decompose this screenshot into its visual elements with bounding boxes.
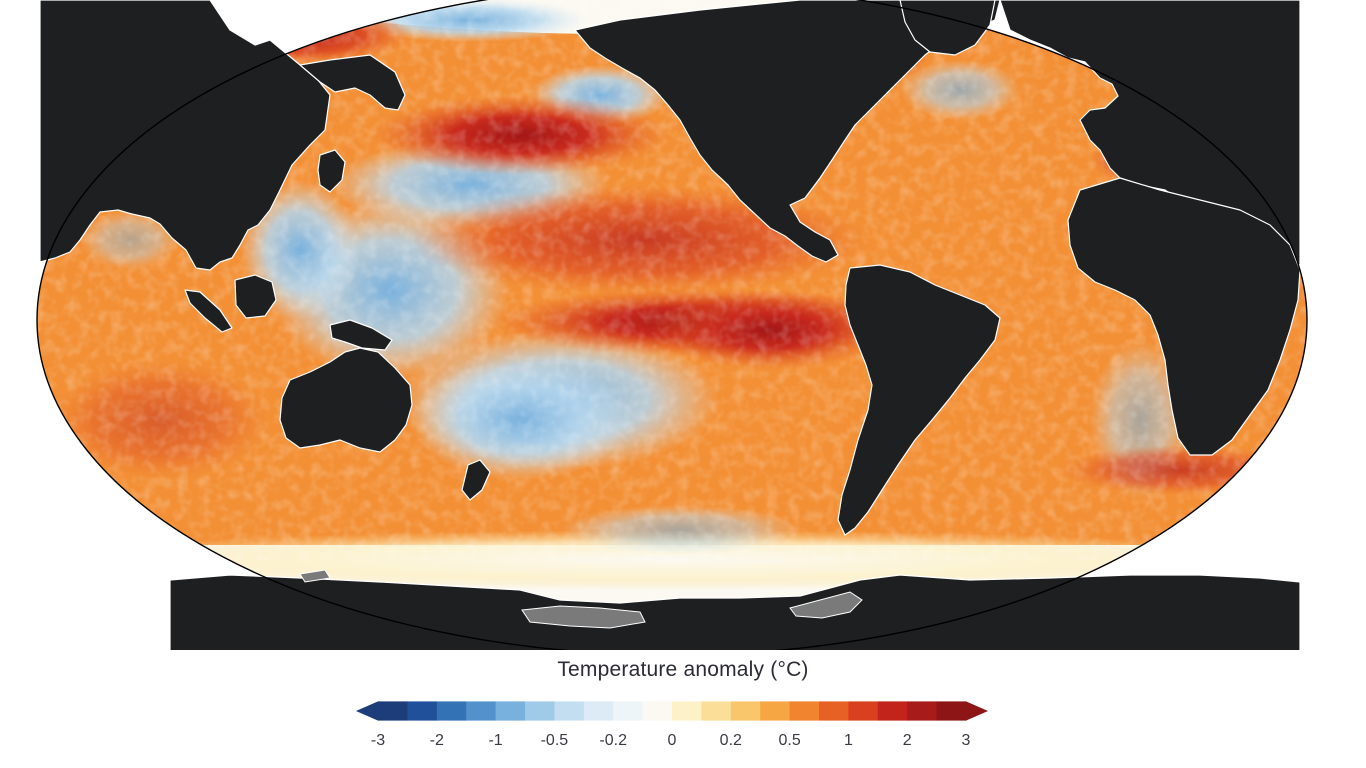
colorbar-tick-label: -1 (488, 732, 503, 749)
colorbar-tick-label: 3 (961, 732, 971, 749)
colorbar-ticks: -3 -2 -1 -0.5 -0.2 0 0.2 0.5 1 2 3 (0, 732, 1366, 756)
colorbar-extend-high (966, 701, 988, 721)
colorbar-swatch (936, 701, 967, 721)
colorbar-swatch (642, 701, 673, 721)
colorbar-tick-label: 1 (843, 732, 853, 749)
africa (1067, 177, 1301, 456)
colorbar-swatch (554, 701, 585, 721)
colorbar-swatch (848, 701, 879, 721)
colorbar-swatch (877, 701, 908, 721)
colorbar-swatch (525, 701, 555, 721)
colorbar-swatch (907, 701, 938, 721)
colorbar-swatch (701, 701, 732, 721)
shelf-small (299, 569, 331, 583)
borneo (234, 274, 277, 319)
colorbar-swatch (789, 701, 820, 721)
colorbar-tick-label: -3 (370, 732, 386, 749)
greenland (899, 0, 996, 56)
legend-title: Temperature anomaly (°C) (557, 658, 809, 681)
colorbar-swatch (407, 701, 438, 721)
colorbar-extend-low (356, 701, 378, 721)
australia (279, 347, 413, 453)
colorbar-swatch (495, 701, 526, 721)
land-masses (39, 0, 1301, 650)
colorbar-tick-label: 0.2 (719, 732, 742, 749)
colorbar-swatch (760, 701, 791, 721)
colorbar-swatch (436, 701, 467, 721)
colorbar-swatch (583, 701, 614, 721)
colorbar-tick-label: 0 (667, 732, 677, 749)
kamchatka (299, 54, 406, 111)
colorbar-swatch (819, 701, 849, 721)
map-frame (36, 0, 1308, 650)
colorbar-swatch (672, 701, 702, 721)
colorbar-tick-label: -0.2 (599, 732, 627, 749)
colorbar-swatch (730, 701, 761, 721)
colorbar-tick-label: 2 (902, 732, 912, 749)
colorbar-tick-label: -2 (429, 732, 444, 749)
ross-ice-shelf (521, 605, 646, 629)
new-zealand (461, 459, 491, 501)
new-guinea (329, 319, 393, 351)
colorbar (356, 701, 988, 721)
colorbar-legend: Temperature anomaly (°C) -3 -2 -1 -0.5 -0.2 0… (0, 650, 1366, 768)
ice-shelves (299, 569, 863, 629)
south-america (837, 264, 1001, 536)
colorbar-tick-label: -0.5 (540, 732, 569, 749)
colorbar-swatch (378, 701, 408, 721)
antarctica (169, 574, 1301, 650)
sst-anomaly-map (36, 0, 1308, 650)
colorbar-tick-label: 0.5 (778, 732, 801, 749)
world-map (36, 0, 1308, 650)
colorbar-swatch (466, 701, 497, 721)
sumatra (184, 289, 233, 333)
japan (317, 149, 346, 193)
colorbar-swatch (613, 701, 644, 721)
ronne-ice-shelf (789, 591, 863, 619)
